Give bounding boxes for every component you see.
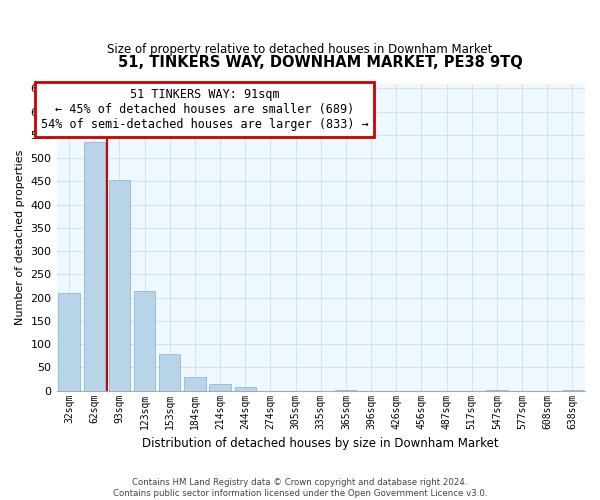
Bar <box>184 377 206 390</box>
X-axis label: Distribution of detached houses by size in Downham Market: Distribution of detached houses by size … <box>142 437 499 450</box>
Bar <box>109 180 130 390</box>
Text: 51 TINKERS WAY: 91sqm
← 45% of detached houses are smaller (689)
54% of semi-det: 51 TINKERS WAY: 91sqm ← 45% of detached … <box>41 88 368 132</box>
Bar <box>235 387 256 390</box>
Text: Size of property relative to detached houses in Downham Market: Size of property relative to detached ho… <box>107 42 493 56</box>
Y-axis label: Number of detached properties: Number of detached properties <box>15 150 25 325</box>
Text: Contains HM Land Registry data © Crown copyright and database right 2024.
Contai: Contains HM Land Registry data © Crown c… <box>113 478 487 498</box>
Bar <box>83 142 105 390</box>
Bar <box>58 293 80 390</box>
Bar <box>209 384 231 390</box>
Title: 51, TINKERS WAY, DOWNHAM MARKET, PE38 9TQ: 51, TINKERS WAY, DOWNHAM MARKET, PE38 9T… <box>118 55 523 70</box>
Bar <box>159 354 181 391</box>
Bar <box>134 290 155 390</box>
